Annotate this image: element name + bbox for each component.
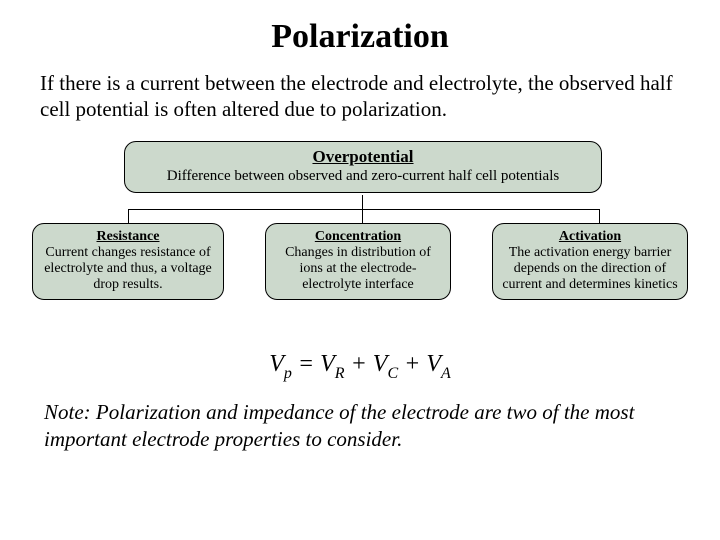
concentration-header: Concentration bbox=[274, 229, 442, 245]
resistance-body: Current changes resistance of electrolyt… bbox=[41, 245, 215, 293]
activation-box: Activation The activation energy barrier… bbox=[492, 223, 688, 300]
footer-note: Note: Polarization and impedance of the … bbox=[44, 399, 676, 452]
overpotential-box: Overpotential Difference between observe… bbox=[124, 141, 602, 193]
eq-plus: + bbox=[351, 351, 373, 377]
resistance-box: Resistance Current changes resistance of… bbox=[32, 223, 224, 300]
eq-term-sub: C bbox=[387, 365, 398, 382]
activation-body: The activation energy barrier depends on… bbox=[501, 245, 679, 293]
eq-equals: = bbox=[298, 351, 320, 377]
eq-plus: + bbox=[404, 351, 426, 377]
eq-lhs-var: V bbox=[269, 351, 284, 377]
eq-term-var: V bbox=[373, 351, 388, 377]
slide: Polarization If there is a current betwe… bbox=[0, 0, 720, 540]
connector-line bbox=[128, 209, 129, 223]
connector-line bbox=[362, 209, 363, 223]
connector-line bbox=[362, 195, 363, 209]
resistance-header: Resistance bbox=[41, 229, 215, 245]
eq-term-sub: R bbox=[335, 365, 345, 382]
connector-line bbox=[599, 209, 600, 223]
overpotential-body: Difference between observed and zero-cur… bbox=[133, 168, 593, 185]
activation-header: Activation bbox=[501, 229, 679, 245]
connector-line bbox=[128, 209, 600, 210]
eq-term-var: V bbox=[320, 351, 335, 377]
eq-term-var: V bbox=[426, 351, 441, 377]
overpotential-header: Overpotential bbox=[133, 147, 593, 167]
tree-diagram: Overpotential Difference between observe… bbox=[40, 141, 680, 321]
eq-lhs-sub: p bbox=[284, 365, 292, 382]
concentration-body: Changes in distribution of ions at the e… bbox=[274, 245, 442, 293]
concentration-box: Concentration Changes in distribution of… bbox=[265, 223, 451, 300]
slide-title: Polarization bbox=[40, 18, 680, 56]
eq-term-sub: A bbox=[441, 365, 451, 382]
intro-text: If there is a current between the electr… bbox=[40, 70, 680, 123]
children-row: Resistance Current changes resistance of… bbox=[32, 223, 688, 300]
equation: Vp = VR + VC + VA bbox=[40, 351, 680, 382]
